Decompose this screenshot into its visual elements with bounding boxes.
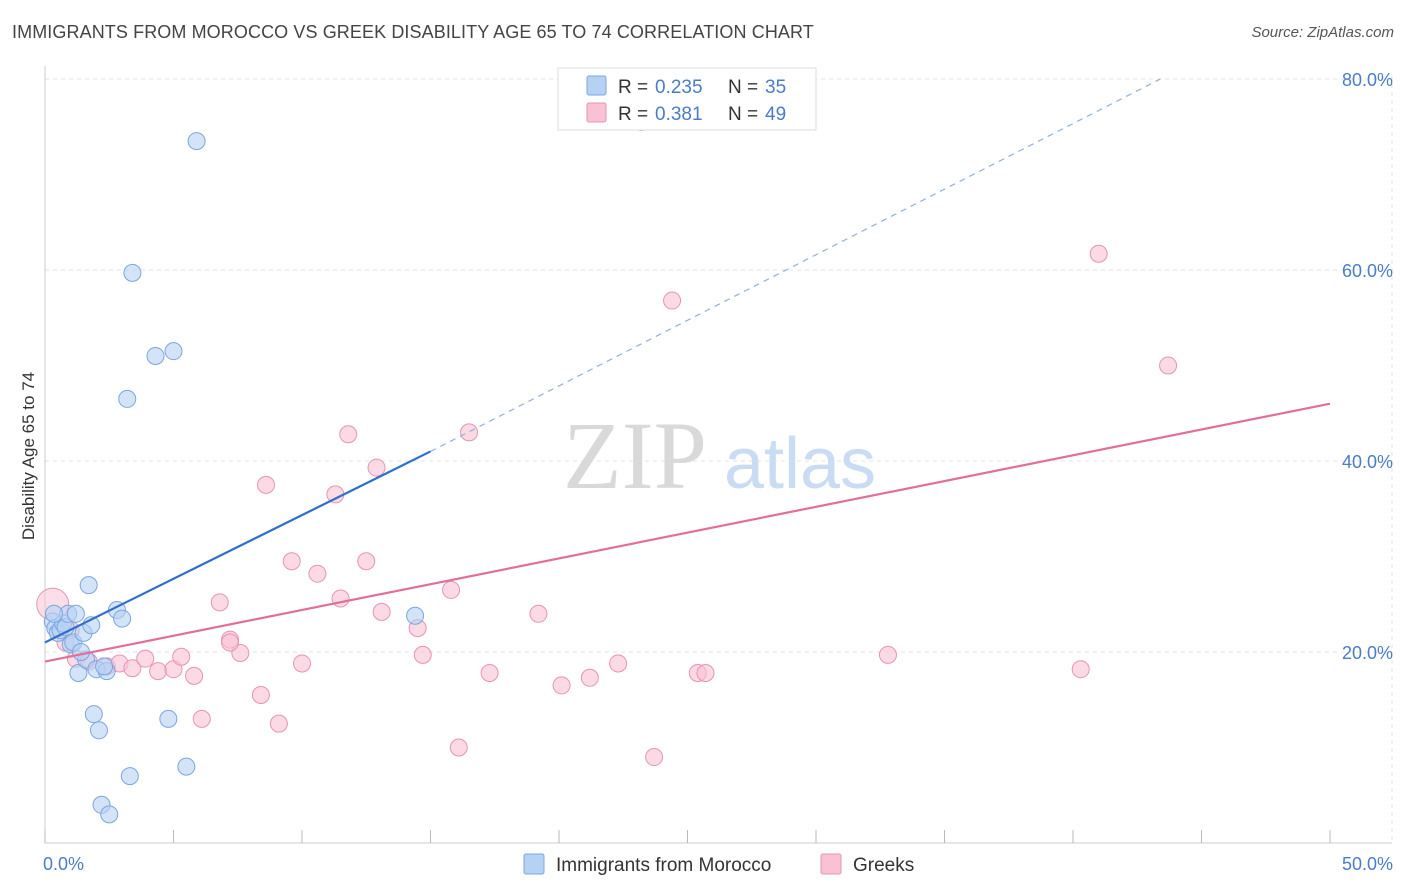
greek-point	[1089, 244, 1108, 263]
greek-point	[580, 668, 599, 687]
axes	[44, 66, 1392, 844]
greek-point	[149, 662, 168, 681]
morocco-point	[164, 342, 183, 361]
greek-point	[221, 633, 240, 652]
morocco-point	[44, 604, 63, 623]
greek-point	[172, 647, 191, 666]
morocco-point	[100, 805, 119, 824]
y-tick-label: 20.0%	[1342, 643, 1393, 663]
morocco-point	[84, 705, 103, 724]
greek-point	[696, 664, 715, 683]
morocco-point	[123, 263, 142, 282]
greek-point	[663, 291, 682, 310]
legend-r-label-pink: R =	[618, 104, 648, 125]
legend-swatch-pink	[586, 102, 607, 123]
morocco-point	[71, 643, 90, 661]
y-tick-label: 60.0%	[1342, 261, 1393, 281]
greek-point	[123, 659, 142, 678]
legend-n-value-blue: 35	[765, 77, 786, 98]
greek-point	[357, 552, 376, 571]
y-tick-label: 40.0%	[1342, 452, 1393, 472]
greek-point	[442, 580, 461, 599]
chart-title: IMMIGRANTS FROM MOROCCO VS GREEK DISABIL…	[12, 22, 814, 42]
greek-point	[529, 604, 548, 623]
watermark: ZIP atlas	[563, 402, 876, 509]
morocco-point	[406, 606, 425, 625]
morocco-point	[118, 389, 137, 408]
bottom-legend-label-blue: Immigrants from Morocco	[556, 855, 771, 876]
morocco-point	[177, 757, 196, 776]
greek-point	[257, 475, 276, 494]
greek-point	[449, 738, 468, 757]
greek-point	[251, 685, 270, 704]
trend-lines	[44, 78, 1331, 663]
greek-point	[367, 458, 386, 477]
bottom-legend-swatch-pink	[820, 853, 842, 875]
greek-trend-line	[44, 402, 1331, 663]
x-tick-label: 50.0%	[1342, 854, 1393, 874]
greek-point	[372, 602, 391, 621]
morocco-point	[113, 609, 132, 628]
greek-point	[878, 645, 897, 664]
greek-point	[413, 645, 432, 664]
greek-point	[552, 676, 571, 695]
greek-point	[460, 423, 479, 442]
greek-point	[210, 593, 229, 612]
watermark-atlas: atlas	[724, 424, 876, 504]
legend-n-label-blue: N =	[728, 77, 758, 98]
morocco-trend-line	[44, 450, 431, 644]
legend-n-label-pink: N =	[728, 104, 758, 125]
axis-labels: 20.0% 40.0% 60.0% 80.0% 0.0% 50.0% Disability …	[19, 70, 1393, 874]
y-tick-label: 80.0%	[1342, 70, 1393, 90]
morocco-point	[69, 664, 88, 683]
morocco-point	[159, 709, 178, 728]
chart-source: Source: ZipAtlas.com	[1251, 24, 1394, 41]
top-legend: R = 0.235 N = 35 R = 0.381 N = 49	[557, 67, 817, 131]
morocco-point	[95, 657, 114, 676]
greek-point	[293, 654, 311, 673]
greek-point	[480, 664, 499, 683]
y-axis-label: Disability Age 65 to 74	[19, 372, 38, 540]
morocco-point	[120, 767, 139, 786]
morocco-point	[79, 576, 98, 595]
bottom-legend-swatch-blue	[523, 853, 545, 875]
greek-point	[1159, 356, 1178, 375]
legend-swatch-blue	[586, 75, 607, 96]
greek-point	[645, 748, 664, 767]
morocco-point	[89, 721, 108, 740]
legend-r-value-blue: 0.235	[655, 77, 703, 98]
morocco-point	[187, 132, 206, 151]
legend-r-value-pink: 0.381	[655, 104, 703, 125]
greek-point	[269, 714, 288, 733]
greek-point	[1071, 660, 1090, 679]
greek-point	[192, 709, 211, 728]
watermark-zip: ZIP	[563, 402, 707, 509]
greek-point	[136, 649, 155, 668]
greek-point	[339, 425, 358, 444]
legend-r-label-blue: R =	[618, 77, 648, 98]
greek-point	[308, 564, 327, 583]
legend-n-value-pink: 49	[765, 104, 786, 125]
morocco-trend-extension	[430, 78, 1161, 452]
greek-point	[185, 666, 204, 685]
bottom-legend-label-pink: Greeks	[853, 855, 914, 876]
greek-point	[282, 552, 301, 571]
morocco-point	[146, 346, 165, 365]
morocco-point	[66, 604, 85, 623]
greek-point	[609, 654, 628, 673]
grid	[45, 76, 1393, 843]
bottom-legend: Immigrants from Morocco Greeks	[523, 853, 914, 876]
x-tick-label: 0.0%	[43, 854, 84, 874]
